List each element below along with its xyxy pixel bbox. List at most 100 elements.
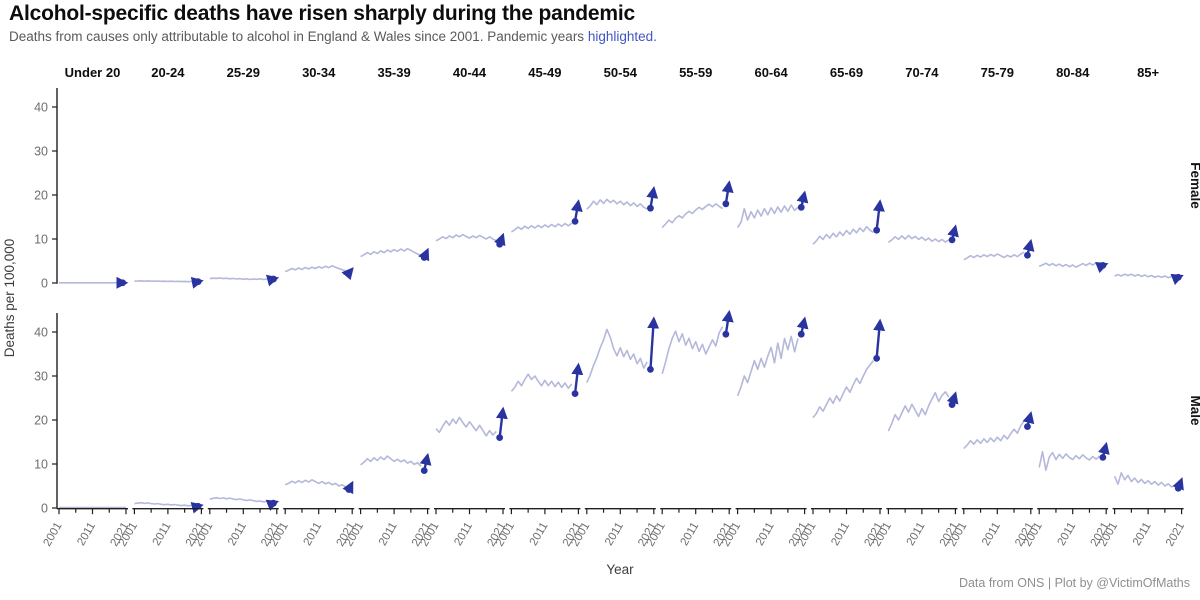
y-axis-tick-label: 40 bbox=[34, 326, 48, 340]
pandemic-arrow bbox=[721, 180, 734, 204]
x-axis-tick-label: 2011 bbox=[151, 521, 174, 548]
x-axis-tick-label: 2011 bbox=[829, 521, 852, 548]
y-axis-tick-label: 10 bbox=[34, 233, 48, 247]
history-line bbox=[812, 360, 874, 419]
history-line bbox=[284, 478, 346, 488]
pandemic-arrow bbox=[571, 362, 584, 394]
y-axis-title: Deaths per 100,000 bbox=[2, 239, 17, 358]
history-line bbox=[963, 420, 1025, 450]
history-line bbox=[661, 326, 724, 375]
pandemic-2020-dot bbox=[873, 226, 881, 234]
pandemic-2020-dot bbox=[873, 355, 881, 362]
facet-row-label: Female bbox=[1188, 162, 1200, 209]
chart-subtitle: Deaths from causes only attributable to … bbox=[9, 29, 657, 44]
x-axis-tick-label: 2011 bbox=[905, 521, 928, 548]
history-line bbox=[360, 455, 422, 467]
history-line bbox=[510, 222, 573, 233]
x-axis-tick-label: 2011 bbox=[452, 521, 475, 548]
pandemic-2020-dot bbox=[270, 275, 277, 283]
history-line bbox=[134, 501, 195, 507]
history-line bbox=[661, 203, 723, 229]
history-line bbox=[1114, 273, 1176, 279]
facet-col-label: 40-44 bbox=[453, 65, 487, 80]
x-axis-tick-label: 2011 bbox=[754, 521, 777, 548]
history-line bbox=[134, 280, 195, 283]
y-axis-tick-label: 10 bbox=[34, 458, 48, 472]
facet-row-label: Male bbox=[1188, 395, 1200, 426]
x-axis-tick-label: 2011 bbox=[226, 521, 249, 548]
pandemic-2020-dot bbox=[270, 499, 277, 507]
pandemic-2020-dot bbox=[797, 203, 805, 211]
facet-col-label: 50-54 bbox=[604, 65, 638, 80]
facet-col-label: 45-49 bbox=[528, 65, 561, 80]
facet-col-label: 60-64 bbox=[754, 65, 788, 80]
history-line bbox=[736, 335, 799, 397]
pandemic-arrow bbox=[872, 199, 885, 231]
history-line bbox=[284, 265, 346, 273]
pandemic-2020-dot bbox=[345, 486, 353, 493]
history-line bbox=[435, 416, 497, 437]
pandemic-arrow bbox=[873, 318, 886, 359]
pandemic-2020-dot bbox=[345, 269, 353, 277]
pandemic-2020-dot bbox=[496, 434, 504, 441]
pandemic-2020-dot bbox=[797, 330, 805, 338]
pandemic-2020-dot bbox=[571, 390, 579, 397]
chart-title: Alcohol-specific deaths have risen sharp… bbox=[9, 2, 635, 25]
facet-col-label: 75-79 bbox=[981, 65, 1014, 80]
y-axis-tick-label: 0 bbox=[41, 502, 48, 516]
pandemic-2020-dot bbox=[496, 240, 504, 248]
x-axis-tick-label: 2001 bbox=[41, 521, 64, 549]
history-line bbox=[887, 390, 950, 432]
facet-col-label: 30-34 bbox=[302, 65, 336, 80]
pandemic-2020-dot bbox=[420, 254, 428, 261]
pandemic-2020-dot bbox=[647, 204, 654, 212]
x-axis-tick-label: 2011 bbox=[679, 521, 702, 548]
x-axis-tick-label: 2011 bbox=[377, 521, 400, 548]
subtitle-text: Deaths from causes only attributable to … bbox=[9, 29, 588, 44]
x-axis-tick-label: 2011 bbox=[1131, 521, 1154, 548]
facet-row-female: 0 10 20 30 40 Female bbox=[34, 88, 1200, 291]
pandemic-2020-dot bbox=[647, 366, 654, 373]
facet-col-label: 55-59 bbox=[679, 65, 712, 80]
history-line bbox=[209, 496, 271, 504]
pandemic-2020-dot bbox=[194, 502, 202, 510]
y-axis-tick-label: 40 bbox=[34, 101, 48, 115]
x-axis-tick-label: 2011 bbox=[1056, 521, 1079, 548]
facet-col-label: 25-29 bbox=[227, 65, 260, 80]
facet-col-label: Under 20 bbox=[65, 65, 121, 80]
pandemic-2020-dot bbox=[948, 401, 956, 408]
history-line bbox=[586, 198, 648, 210]
facet-col-label: 80-84 bbox=[1056, 65, 1090, 80]
history-line bbox=[360, 247, 422, 258]
pandemic-2020-dot bbox=[571, 218, 579, 225]
x-axis-tick-label: 2011 bbox=[528, 521, 551, 548]
history-line bbox=[435, 233, 497, 242]
history-line bbox=[586, 328, 648, 383]
y-axis-tick-label: 0 bbox=[41, 277, 48, 291]
chart-canvas: Under 20 20-24 25-29 30-34 35-39 40-44 45-49 50… bbox=[2, 65, 1200, 577]
y-axis-tick-label: 30 bbox=[34, 370, 48, 384]
history-line bbox=[209, 277, 271, 281]
history-line bbox=[887, 234, 950, 244]
y-axis-tick-label: 20 bbox=[34, 414, 48, 428]
facet-col-label: 85+ bbox=[1137, 65, 1159, 80]
history-line bbox=[1113, 471, 1176, 488]
pandemic-2020-dot bbox=[119, 279, 127, 287]
pandemic-arrow bbox=[495, 406, 508, 438]
history-line bbox=[1038, 262, 1100, 268]
x-axis-tick-label: 2011 bbox=[980, 521, 1003, 548]
facet-col-label: 70-74 bbox=[905, 65, 939, 80]
chart-caption: Data from ONS | Plot by @VictimOfMaths bbox=[958, 576, 1190, 590]
x-axis-tick-label: 2021 bbox=[1164, 521, 1187, 549]
pandemic-2020-dot bbox=[1174, 273, 1182, 281]
pandemic-2020-dot bbox=[1024, 251, 1031, 259]
x-axis-title: Year bbox=[606, 562, 634, 577]
subtitle-highlight: highlighted. bbox=[587, 29, 657, 44]
y-axis-tick-label: 20 bbox=[34, 189, 48, 203]
x-axis-tick-label: 2011 bbox=[75, 521, 98, 548]
pandemic-2020-dot bbox=[1024, 423, 1031, 430]
pandemic-2020-dot bbox=[1099, 262, 1107, 269]
pandemic-2020-dot bbox=[194, 278, 202, 286]
y-axis-tick-label: 30 bbox=[34, 145, 48, 159]
